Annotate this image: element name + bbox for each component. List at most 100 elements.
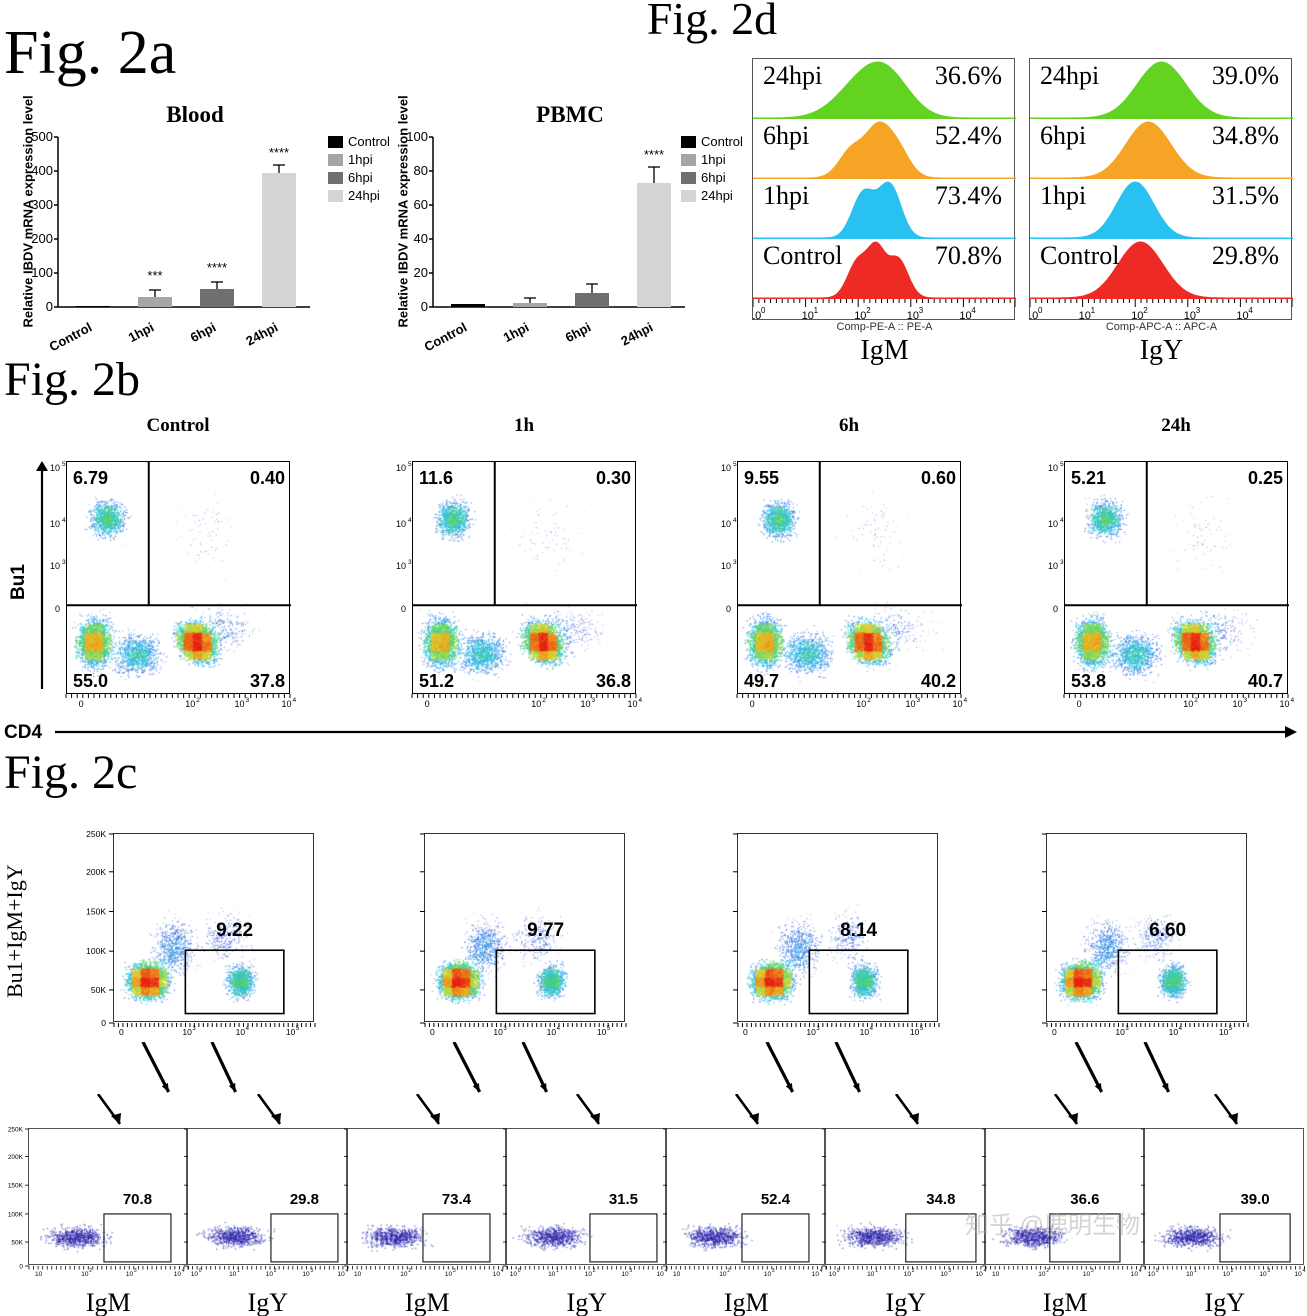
svg-text:5: 5 xyxy=(1060,461,1064,468)
svg-text:10: 10 xyxy=(302,1271,310,1278)
svg-text:0: 0 xyxy=(726,604,731,614)
svg-text:10: 10 xyxy=(953,699,963,709)
svg-text:10: 10 xyxy=(860,1027,870,1037)
svg-text:37.8: 37.8 xyxy=(250,671,285,691)
svg-text:49.7: 49.7 xyxy=(744,671,779,691)
svg-text:3: 3 xyxy=(771,1268,774,1274)
svg-text:6hpi: 6hpi xyxy=(701,170,726,185)
svg-text:52.4: 52.4 xyxy=(760,1191,790,1208)
svg-text:10: 10 xyxy=(856,699,866,709)
svg-text:10: 10 xyxy=(959,310,971,321)
svg-text:10: 10 xyxy=(1169,1027,1179,1037)
svg-text:200K: 200K xyxy=(86,867,106,877)
svg-text:10: 10 xyxy=(510,1271,518,1278)
svg-text:20: 20 xyxy=(414,265,428,280)
svg-text:10: 10 xyxy=(1183,699,1193,709)
svg-text:3: 3 xyxy=(733,559,737,566)
svg-text:10: 10 xyxy=(492,1271,500,1278)
svg-text:9.77: 9.77 xyxy=(527,920,564,941)
svg-text:31.5: 31.5 xyxy=(609,1191,638,1208)
svg-text:10: 10 xyxy=(585,1271,593,1278)
svg-text:0: 0 xyxy=(101,1018,106,1028)
svg-text:2: 2 xyxy=(867,697,871,704)
svg-text:10: 10 xyxy=(396,561,406,571)
svg-text:10: 10 xyxy=(548,1271,556,1278)
svg-text:10: 10 xyxy=(1280,699,1290,709)
svg-text:6hpi: 6hpi xyxy=(348,170,373,185)
svg-text:51.2: 51.2 xyxy=(419,671,454,691)
svg-text:4: 4 xyxy=(1248,306,1253,315)
svg-text:10: 10 xyxy=(721,463,731,473)
svg-text:4: 4 xyxy=(639,697,643,704)
svg-text:10: 10 xyxy=(191,1271,199,1278)
svg-text:10: 10 xyxy=(1219,1027,1229,1037)
svg-text:3: 3 xyxy=(816,1026,820,1032)
svg-text:60: 60 xyxy=(414,197,428,212)
svg-text:3: 3 xyxy=(1125,1026,1129,1032)
svg-text:55.0: 55.0 xyxy=(73,671,108,691)
svg-text:6.60: 6.60 xyxy=(1149,920,1186,941)
svg-text:5: 5 xyxy=(408,461,412,468)
svg-text:0: 0 xyxy=(430,1027,435,1037)
svg-text:0: 0 xyxy=(55,604,60,614)
svg-text:4: 4 xyxy=(870,1026,874,1032)
svg-text:10: 10 xyxy=(1236,310,1248,321)
svg-text:10: 10 xyxy=(580,699,590,709)
svg-text:1: 1 xyxy=(1091,306,1096,315)
svg-text:4: 4 xyxy=(293,697,297,704)
svg-text:10: 10 xyxy=(907,310,919,321)
svg-text:3: 3 xyxy=(948,1268,951,1274)
svg-text:1: 1 xyxy=(556,1268,559,1274)
svg-text:24hpi: 24hpi xyxy=(618,319,655,348)
svg-text:10: 10 xyxy=(940,1271,948,1278)
svg-text:2: 2 xyxy=(274,1268,277,1274)
svg-text:0.60: 0.60 xyxy=(921,468,956,488)
svg-text:73.4: 73.4 xyxy=(441,1191,471,1208)
svg-text:0: 0 xyxy=(119,1027,124,1037)
svg-text:2: 2 xyxy=(542,697,546,704)
svg-text:10: 10 xyxy=(531,699,541,709)
svg-text:10: 10 xyxy=(234,699,244,709)
svg-text:1: 1 xyxy=(875,1268,878,1274)
svg-text:3: 3 xyxy=(629,1268,632,1274)
svg-text:10: 10 xyxy=(721,519,731,529)
svg-text:10: 10 xyxy=(236,1027,246,1037)
svg-text:3: 3 xyxy=(133,1268,136,1274)
svg-text:0: 0 xyxy=(79,699,84,709)
svg-text:0.25: 0.25 xyxy=(1248,468,1283,488)
svg-text:10: 10 xyxy=(1131,310,1143,321)
svg-text:0: 0 xyxy=(750,699,755,709)
svg-text:250K: 250K xyxy=(86,829,106,839)
svg-text:4: 4 xyxy=(964,697,968,704)
svg-text:10: 10 xyxy=(597,1027,607,1037)
svg-text:3: 3 xyxy=(1243,697,1247,704)
svg-text:10: 10 xyxy=(229,1271,237,1278)
svg-text:10: 10 xyxy=(905,699,915,709)
svg-text:5: 5 xyxy=(920,1026,924,1032)
svg-text:9.22: 9.22 xyxy=(216,920,253,941)
svg-text:10: 10 xyxy=(493,1027,503,1037)
svg-text:5: 5 xyxy=(296,1026,300,1032)
svg-text:3: 3 xyxy=(245,697,249,704)
svg-text:10: 10 xyxy=(854,310,866,321)
svg-text:10: 10 xyxy=(125,1271,133,1278)
svg-text:0: 0 xyxy=(837,1268,840,1274)
svg-text:10: 10 xyxy=(1048,519,1058,529)
svg-text:10: 10 xyxy=(444,1271,452,1278)
svg-text:3: 3 xyxy=(503,1026,507,1032)
svg-text:***: *** xyxy=(147,268,162,283)
svg-text:10: 10 xyxy=(621,1271,629,1278)
svg-text:3: 3 xyxy=(591,697,595,704)
svg-text:10: 10 xyxy=(173,1271,181,1278)
svg-text:0.30: 0.30 xyxy=(596,468,631,488)
svg-text:10: 10 xyxy=(400,1271,408,1278)
svg-text:10: 10 xyxy=(1079,310,1091,321)
svg-text:10: 10 xyxy=(396,519,406,529)
svg-text:2: 2 xyxy=(89,1268,92,1274)
svg-text:3: 3 xyxy=(916,697,920,704)
svg-text:3: 3 xyxy=(452,1268,455,1274)
svg-text:53.8: 53.8 xyxy=(1071,671,1106,691)
svg-text:4: 4 xyxy=(408,517,412,524)
svg-text:9.55: 9.55 xyxy=(744,468,779,488)
svg-text:10: 10 xyxy=(910,1027,920,1037)
